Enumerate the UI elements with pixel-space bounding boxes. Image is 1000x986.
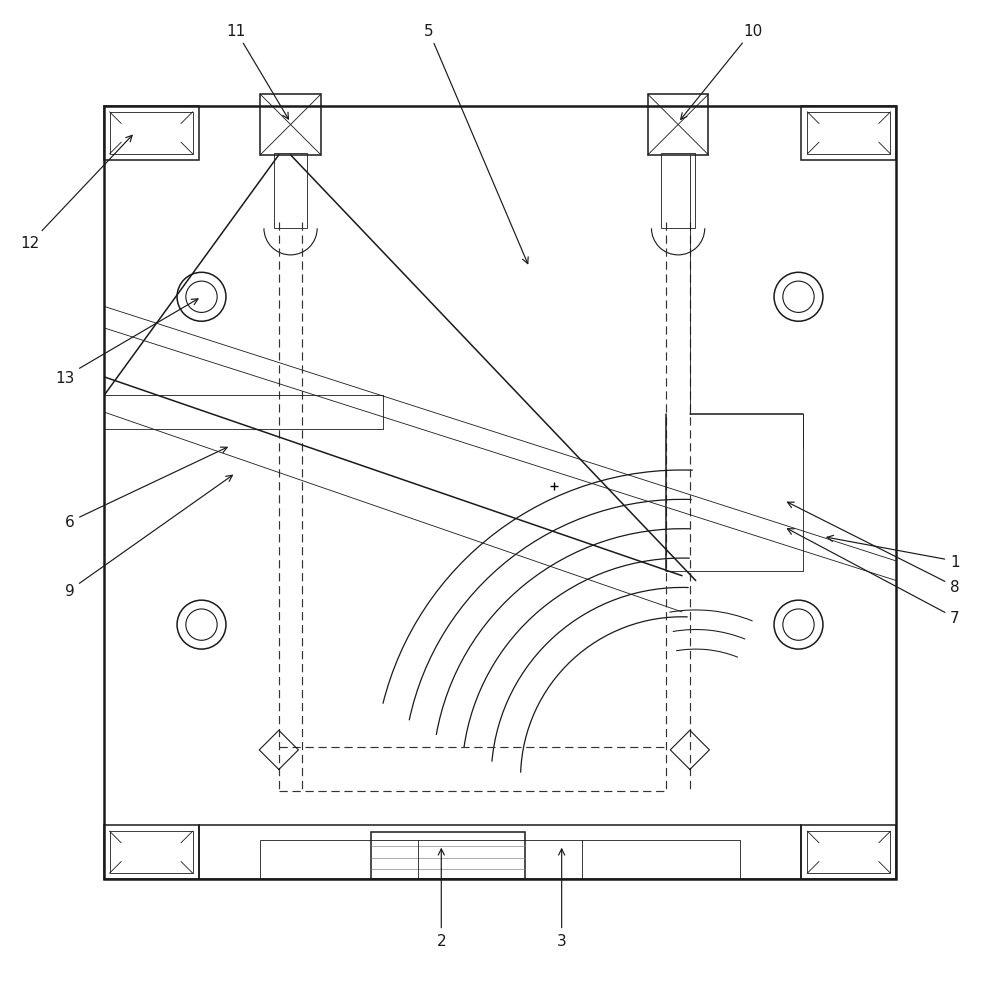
Text: 1: 1 [827,535,960,569]
Text: 11: 11 [226,24,288,120]
Text: 8: 8 [787,503,960,595]
Bar [807,112,890,155]
Bar [260,95,321,156]
Text: 3: 3 [557,849,567,949]
Bar [274,154,307,229]
Bar [661,154,695,229]
Bar [260,840,740,880]
Bar [104,106,896,880]
Bar [199,825,801,880]
Bar [104,825,199,880]
Bar [110,112,193,155]
Text: 12: 12 [21,136,132,251]
Bar [110,831,193,874]
Bar [801,825,896,880]
Bar [371,832,525,880]
Bar [807,831,890,874]
Text: 13: 13 [55,300,198,386]
Bar [104,106,199,161]
Text: 6: 6 [65,448,227,529]
Bar [801,106,896,161]
Bar [648,95,708,156]
Text: 5: 5 [424,24,528,264]
Text: 9: 9 [65,476,232,599]
Text: 2: 2 [436,849,446,949]
Text: 10: 10 [681,24,762,120]
Text: 7: 7 [787,529,960,626]
